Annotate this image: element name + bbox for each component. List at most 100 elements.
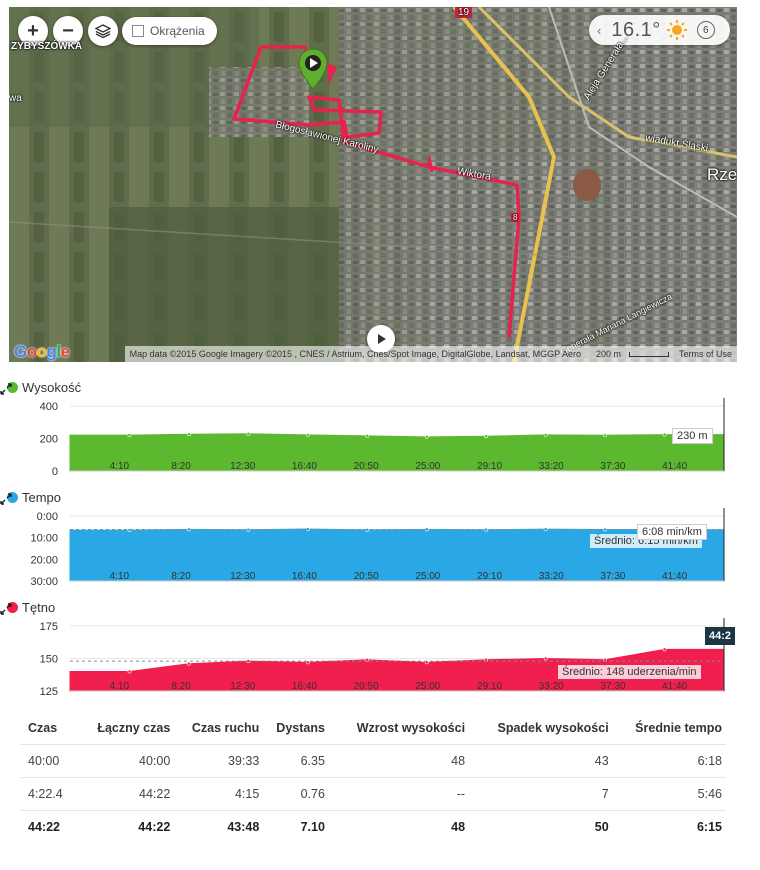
heart-rate-header: Tętno bbox=[7, 600, 55, 615]
pace-plot[interactable]: 0:00 10:00 20:00 30:00 4:10 8:20 12:30 16:40 20:… bbox=[0, 508, 740, 588]
laps-table: Czas Łączny czas Czas ruchu Dystans Wzro… bbox=[20, 712, 726, 843]
y-tick-label: 150 bbox=[40, 654, 58, 666]
data-point bbox=[543, 433, 548, 437]
map-label-city: Rze bbox=[707, 165, 737, 184]
layers-button[interactable] bbox=[88, 16, 118, 46]
data-point bbox=[662, 647, 667, 652]
pace-chart: Tempo 0:00 10:00 20:00 30:00 4:10 8:20 12:30 16… bbox=[0, 488, 740, 588]
map-scale: 200 m bbox=[586, 349, 674, 359]
laps-toggle[interactable]: Okrążenia bbox=[122, 17, 217, 45]
pace-tooltip: 6:08 min/km bbox=[637, 524, 707, 540]
data-point bbox=[365, 434, 370, 438]
terms-link[interactable]: Terms of Use bbox=[678, 349, 732, 359]
elevation-title: Wysokość bbox=[22, 380, 82, 395]
start-marker-icon[interactable] bbox=[297, 45, 341, 95]
zoom-out-button[interactable]: − bbox=[53, 16, 83, 46]
table-cell: 6:18 bbox=[612, 744, 726, 778]
zoom-in-button[interactable]: + bbox=[18, 16, 48, 46]
x-tick-label: 29:10 bbox=[477, 571, 502, 582]
x-tick-label: 12:30 bbox=[230, 461, 255, 472]
pace-dot-icon bbox=[7, 492, 18, 503]
expand-icon[interactable] bbox=[0, 383, 12, 395]
y-tick-label: 0:00 bbox=[37, 511, 58, 523]
table-cell: 48 bbox=[328, 744, 470, 778]
data-point bbox=[246, 527, 251, 532]
data-point bbox=[127, 669, 132, 674]
elevation-tooltip: 230 m bbox=[672, 428, 713, 444]
table-cell: 4:15 bbox=[174, 777, 264, 811]
column-header: Czas bbox=[20, 712, 79, 745]
map-attribution: Map data ©2015 Google Imagery ©2015 , CN… bbox=[124, 346, 737, 362]
table-cell: 43:48 bbox=[227, 820, 260, 834]
x-tick-label: 29:10 bbox=[477, 461, 502, 472]
x-tick-label: 37:30 bbox=[600, 571, 625, 582]
table-cell: 50 bbox=[594, 820, 609, 834]
x-tick-label: 37:30 bbox=[600, 461, 625, 472]
table-cell: 40:00 bbox=[20, 744, 79, 778]
x-tick-label: 25:00 bbox=[415, 571, 440, 582]
data-point bbox=[662, 432, 667, 437]
play-icon bbox=[378, 334, 386, 344]
x-tick-label: 41:40 bbox=[662, 571, 687, 582]
temperature: 16.1° bbox=[611, 18, 661, 41]
y-tick-label: 200 bbox=[40, 434, 58, 446]
scale-label: 200 m bbox=[595, 349, 621, 359]
table-cell: 39:33 bbox=[174, 744, 264, 778]
x-tick-label: 29:10 bbox=[477, 681, 502, 692]
satellite-imagery bbox=[9, 7, 737, 362]
expand-icon[interactable] bbox=[0, 493, 12, 505]
laps-checkbox[interactable] bbox=[132, 25, 144, 37]
heart-rate-plot[interactable]: 175 150 125 4:10 8:20 12:30 16:40 20:50 25:00 29:… bbox=[0, 618, 740, 698]
data-point bbox=[187, 661, 191, 666]
table-row: 4:22.4 44:22 4:15 0.76 -- 7 5:46 bbox=[20, 777, 726, 811]
x-tick-label: 8:20 bbox=[171, 681, 191, 692]
x-tick-label: 16:40 bbox=[292, 461, 317, 472]
elevation-header: Wysokość bbox=[7, 380, 81, 395]
column-header: Średnie tempo bbox=[612, 712, 726, 745]
table-cell: 5:46 bbox=[612, 777, 726, 811]
table-cell: 7.10 bbox=[300, 820, 325, 834]
x-tick-label: 41:40 bbox=[662, 681, 687, 692]
data-point bbox=[246, 431, 251, 436]
table-cell: 48 bbox=[451, 820, 466, 834]
elevation-plot[interactable]: 400 200 0 4:10 8:20 12:30 16:40 20:50 25:00 29:10… bbox=[0, 398, 740, 478]
y-tick-label: 175 bbox=[40, 621, 58, 633]
x-tick-label: 8:20 bbox=[171, 571, 191, 582]
x-tick-label: 16:40 bbox=[292, 571, 317, 582]
map-label-left-edge: wa bbox=[9, 93, 22, 104]
route-map[interactable]: + − Okrążenia ‹ 16.1° 6 ZYBYSZÓWKA wa 19… bbox=[9, 7, 737, 362]
heart-rate-title: Tętno bbox=[22, 600, 56, 615]
x-tick-label: 37:30 bbox=[600, 681, 625, 692]
x-tick-label: 41:40 bbox=[662, 461, 687, 472]
x-tick-label: 33:20 bbox=[539, 461, 564, 472]
expand-icon[interactable] bbox=[0, 603, 12, 615]
table-cell: 0.76 bbox=[263, 777, 329, 811]
data-point bbox=[246, 659, 251, 664]
data-point bbox=[127, 528, 132, 532]
table-cell: 6:15 bbox=[696, 820, 722, 834]
route-path bbox=[232, 45, 521, 338]
layers-icon bbox=[95, 24, 111, 39]
x-tick-label: 25:00 bbox=[415, 461, 440, 472]
x-tick-label: 8:20 bbox=[171, 461, 191, 472]
table-total-row: 44:22 44:22 43:48 7.10 48 50 6:15 bbox=[20, 811, 726, 844]
table-cell: 7 bbox=[469, 777, 613, 811]
x-tick-label: 20:50 bbox=[354, 681, 379, 692]
series-area bbox=[69, 433, 725, 472]
table-cell: 44:22 bbox=[28, 820, 60, 834]
laps-toggle-label: Okrążenia bbox=[150, 24, 205, 38]
x-tick-label: 20:50 bbox=[354, 461, 379, 472]
heart-rate-tooltip: 44:2 bbox=[705, 627, 736, 645]
elevation-dot-icon bbox=[7, 382, 18, 393]
chevron-left-icon[interactable]: ‹ bbox=[597, 22, 602, 38]
x-tick-label: 4:10 bbox=[110, 681, 130, 692]
x-tick-label: 12:30 bbox=[230, 571, 255, 582]
table-cell: 43 bbox=[469, 744, 613, 778]
table-row: 40:00 40:00 39:33 6.35 48 43 6:18 bbox=[20, 744, 726, 778]
weather-widget[interactable]: ‹ 16.1° 6 bbox=[589, 15, 730, 45]
x-tick-label: 20:50 bbox=[354, 571, 379, 582]
pace-title: Tempo bbox=[22, 490, 62, 505]
road-19-badge: 19 bbox=[455, 7, 473, 18]
attribution-text: Map data ©2015 Google Imagery ©2015 , CN… bbox=[129, 349, 581, 359]
x-tick-label: 4:10 bbox=[110, 571, 130, 582]
